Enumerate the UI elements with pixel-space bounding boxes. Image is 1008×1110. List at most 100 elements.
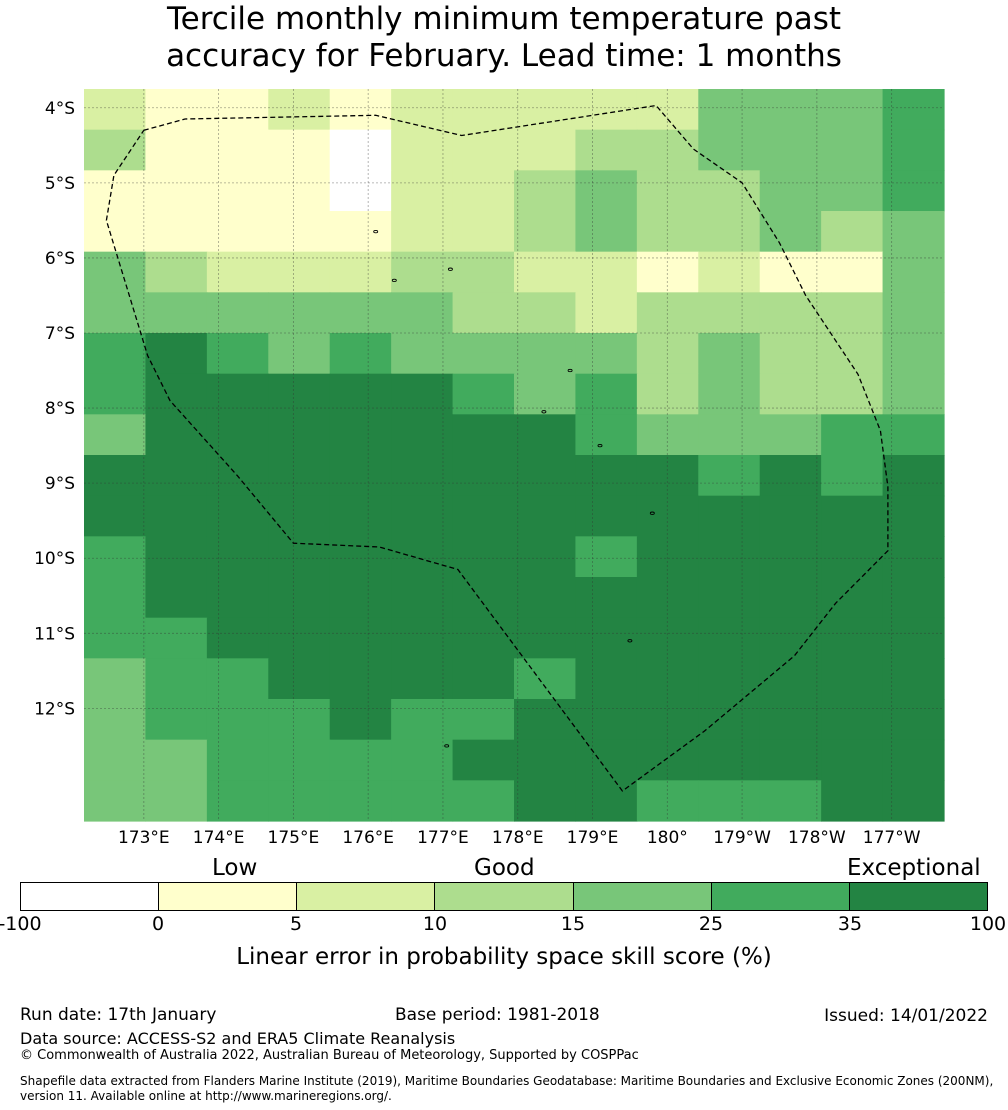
heatmap-cell — [698, 333, 761, 375]
copyright: © Commonwealth of Australia 2022, Austra… — [20, 1048, 639, 1063]
heatmap-cell — [514, 211, 577, 253]
heatmap-cell — [84, 129, 147, 171]
heatmap-cell — [882, 211, 945, 253]
heatmap-cell — [329, 170, 392, 212]
island-outline — [391, 278, 397, 283]
heatmap-cell — [268, 536, 331, 578]
islands — [373, 229, 655, 748]
heatmap-cell — [145, 780, 208, 822]
heatmap-cell — [636, 577, 699, 619]
x-tick-label: 177°E — [417, 828, 469, 848]
island-outline — [541, 410, 547, 414]
heatmap-cell — [452, 536, 515, 578]
heatmap-cell — [206, 739, 269, 781]
heatmap-cell — [391, 129, 454, 171]
heatmap-cell — [206, 617, 269, 659]
heatmap-cell — [882, 333, 945, 375]
heatmap-cell — [145, 170, 208, 212]
colorbar-tick: 25 — [698, 913, 724, 935]
heatmap-cell — [145, 129, 208, 171]
heatmap-cell — [882, 292, 945, 334]
heatmap-cell — [268, 170, 331, 212]
heatmap-cell — [882, 414, 945, 456]
data-source: Data source: ACCESS-S2 and ERA5 Climate … — [20, 1029, 456, 1048]
heatmap-cell — [206, 577, 269, 619]
heatmap-cell — [145, 699, 208, 741]
island-outline — [627, 639, 633, 643]
heatmap-cell — [882, 373, 945, 415]
colorbar — [20, 882, 988, 911]
heatmap-cell — [329, 89, 392, 131]
heatmap-cell — [636, 373, 699, 415]
colorbar-segment — [572, 883, 711, 910]
heatmap-cell — [575, 455, 638, 497]
heatmap-cell — [821, 495, 884, 537]
x-tick-label: 175°E — [268, 828, 320, 848]
heatmap-cell — [391, 89, 454, 131]
heatmap-cell — [821, 373, 884, 415]
heatmap-cell — [329, 129, 392, 171]
heatmap-cell — [391, 658, 454, 700]
heatmap-cell — [882, 89, 945, 131]
heatmap-cell — [821, 89, 884, 131]
heatmap-cell — [575, 617, 638, 659]
heatmap-cell — [452, 577, 515, 619]
heatmap-cell — [84, 455, 147, 497]
shapefile-credit-line-1: Shapefile data extracted from Flanders M… — [20, 1074, 994, 1088]
heatmap-cell — [759, 333, 822, 375]
heatmap-cell — [636, 658, 699, 700]
colorbar-tick: -100 — [0, 913, 42, 935]
heatmap-cell — [329, 739, 392, 781]
heatmap-cell — [575, 129, 638, 171]
heatmap-cell — [821, 170, 884, 212]
y-tick-label: 9°S — [45, 474, 75, 494]
x-tick-labels: 173°E 174°E 175°E 176°E 177°E 178°E 179°E 180° 1… — [118, 828, 921, 848]
heatmap-cell — [145, 617, 208, 659]
y-tick-label: 8°S — [45, 399, 75, 419]
gridlines — [84, 89, 944, 821]
heatmap-cell — [514, 577, 577, 619]
x-tick-label: 173°E — [118, 828, 170, 848]
heatmap-cell — [821, 211, 884, 253]
heatmap-cell — [575, 170, 638, 212]
heatmap-cell — [145, 495, 208, 537]
heatmap-cell — [206, 536, 269, 578]
heatmap-cell — [759, 699, 822, 741]
heatmap-cell — [636, 699, 699, 741]
heatmap-cell — [821, 780, 884, 822]
heatmap-cell — [145, 333, 208, 375]
heatmap-cell — [84, 251, 147, 293]
heatmap-cell — [268, 658, 331, 700]
shapefile-credit-line-2: version 11. Available online at http://w… — [20, 1089, 392, 1103]
heatmap-cell — [636, 333, 699, 375]
heatmap-cell — [268, 251, 331, 293]
heatmap-cell — [84, 780, 147, 822]
heatmap-cell — [759, 89, 822, 131]
heatmap-cell — [145, 211, 208, 253]
heatmap-cell — [145, 455, 208, 497]
heatmap-cell — [452, 780, 515, 822]
heatmap-cell — [882, 129, 945, 171]
heatmap-cell — [514, 617, 577, 659]
heatmap-cell — [84, 658, 147, 700]
heatmap-cell — [391, 414, 454, 456]
heatmap-cell — [268, 292, 331, 334]
heatmap-cell — [391, 617, 454, 659]
heatmap-cell — [268, 495, 331, 537]
x-tick-label: 178°E — [492, 828, 544, 848]
heatmap-cell — [698, 699, 761, 741]
heatmap-cell — [698, 577, 761, 619]
heatmap-cell — [391, 373, 454, 415]
heatmap-cell — [145, 536, 208, 578]
heatmap-cell — [268, 739, 331, 781]
heatmap-cell — [329, 333, 392, 375]
colorbar-title: Linear error in probability space skill … — [236, 944, 772, 970]
heatmap-cell — [84, 577, 147, 619]
x-tick-label: 178°W — [788, 828, 846, 848]
run-date: Run date: 17th January — [20, 1005, 217, 1025]
heatmap-cell — [329, 617, 392, 659]
island-outline — [649, 511, 655, 515]
heatmap-cell — [636, 170, 699, 212]
heatmap-cell — [84, 211, 147, 253]
heatmap-cell — [698, 455, 761, 497]
